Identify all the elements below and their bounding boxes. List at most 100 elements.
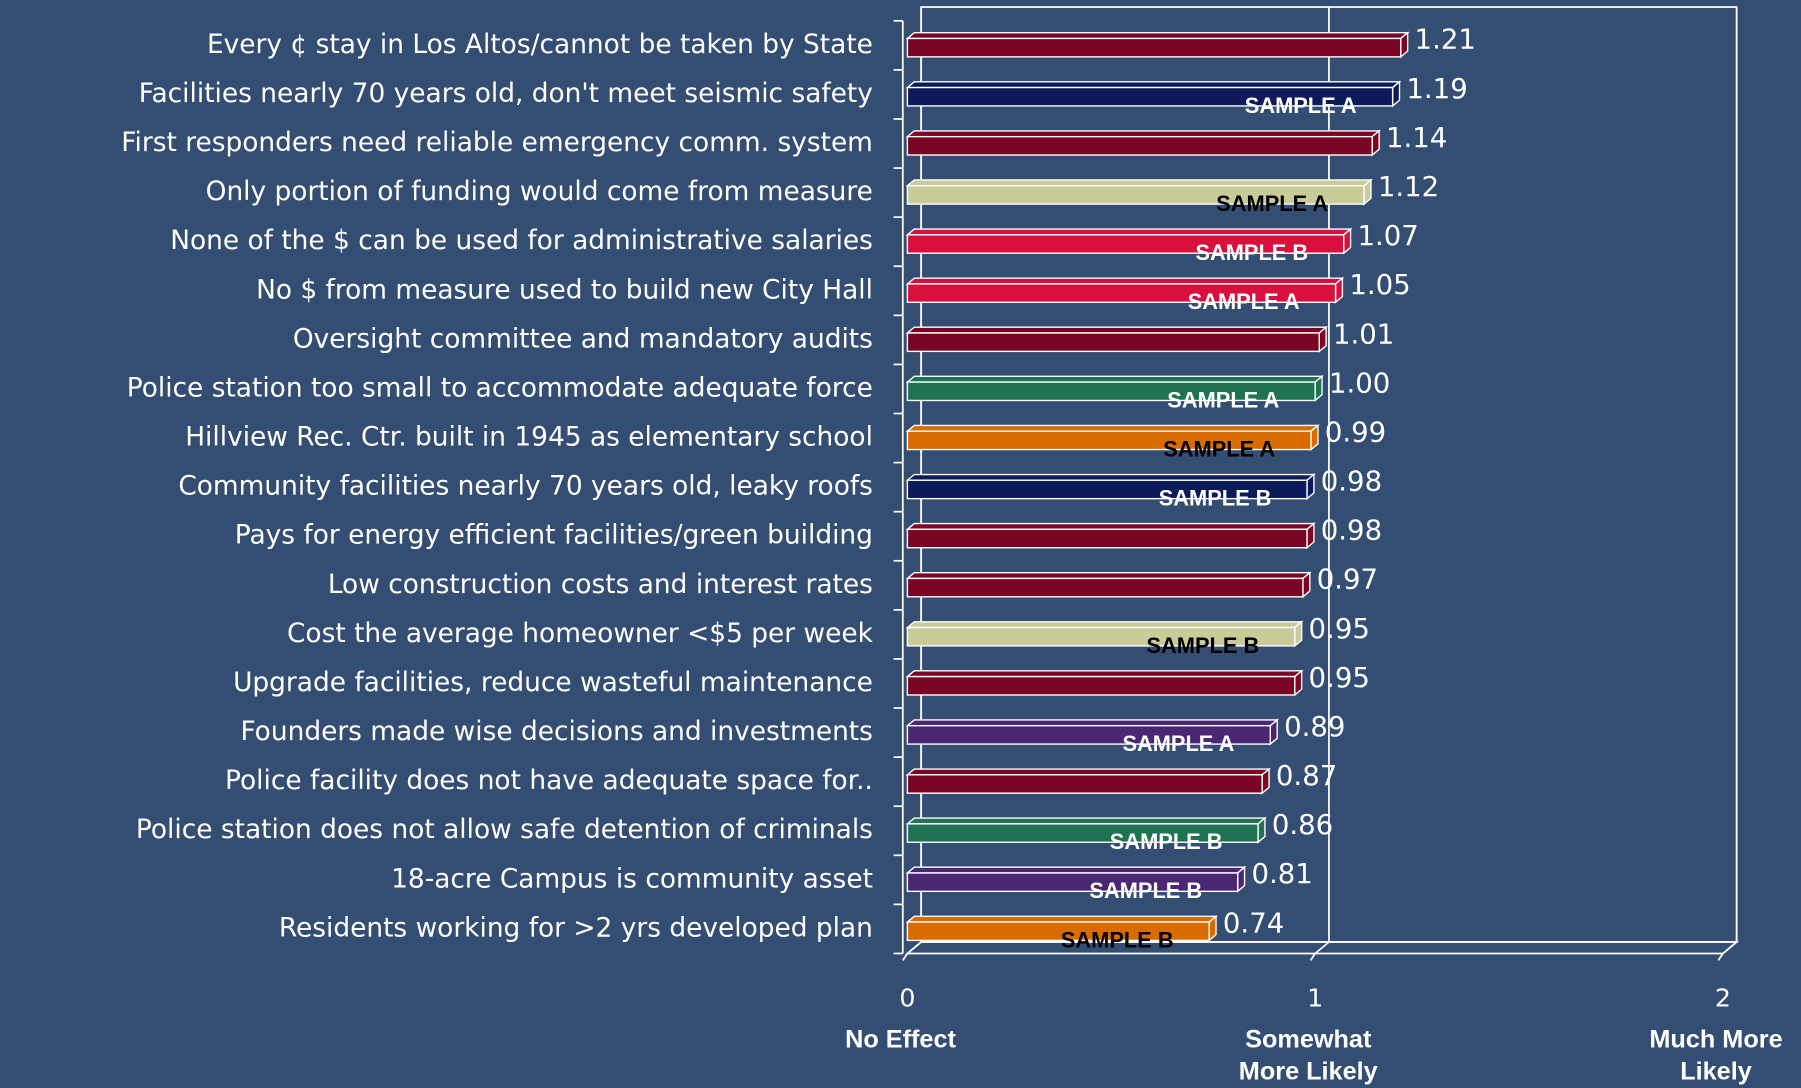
value-label: 1.07 bbox=[1357, 220, 1418, 252]
bar bbox=[905, 374, 1324, 402]
bar bbox=[905, 423, 1320, 452]
bar-annotation: SAMPLE A bbox=[1167, 387, 1279, 412]
bar-top bbox=[905, 228, 1353, 236]
value-label: 1.00 bbox=[1329, 367, 1390, 399]
value-label: 0.98 bbox=[1321, 515, 1382, 547]
bar-top bbox=[905, 32, 1410, 40]
value-label: 0.98 bbox=[1321, 466, 1382, 498]
bar-top bbox=[905, 817, 1267, 825]
x-tick-caption: Much More bbox=[1649, 1025, 1782, 1053]
y-tick-label: Police station does not allow safe deten… bbox=[136, 814, 873, 845]
value-label: 1.01 bbox=[1333, 318, 1394, 350]
bar-top bbox=[905, 81, 1402, 89]
bar-front bbox=[906, 332, 1320, 353]
bar-top bbox=[905, 670, 1304, 678]
bar bbox=[905, 620, 1304, 648]
bar-front bbox=[906, 185, 1365, 205]
y-tick-label: Community facilities nearly 70 years old… bbox=[178, 471, 873, 502]
bar-annotation: SAMPLE B bbox=[1089, 878, 1202, 903]
value-label: 0.95 bbox=[1309, 613, 1370, 645]
y-tick-label: No $ from measure used to build new City… bbox=[256, 274, 873, 305]
x-tick-label: 2 bbox=[1715, 983, 1731, 1012]
y-tick-label: Residents working for >2 yrs developed p… bbox=[279, 912, 873, 943]
y-tick-label: 18-acre Campus is community asset bbox=[391, 863, 873, 894]
bar-top bbox=[905, 326, 1329, 334]
value-label: 0.97 bbox=[1317, 564, 1378, 596]
bar-annotation: SAMPLE A bbox=[1122, 731, 1234, 756]
bar-front bbox=[906, 430, 1312, 451]
bar bbox=[905, 276, 1345, 304]
value-label: 0.74 bbox=[1223, 907, 1284, 939]
bar-top bbox=[905, 130, 1382, 138]
bar-front bbox=[906, 283, 1337, 303]
value-label: 1.14 bbox=[1386, 122, 1447, 154]
value-label: 0.99 bbox=[1325, 416, 1386, 448]
y-tick-label: First responders need reliable emergency… bbox=[121, 127, 873, 158]
bar-annotation: SAMPLE B bbox=[1147, 633, 1260, 658]
bar-top bbox=[905, 522, 1316, 531]
value-label: 1.19 bbox=[1406, 73, 1467, 105]
bar bbox=[905, 865, 1247, 893]
bar bbox=[905, 129, 1382, 157]
x-tick-label: 0 bbox=[899, 983, 915, 1012]
bar-top bbox=[905, 277, 1345, 285]
bar bbox=[905, 178, 1373, 206]
bar-top bbox=[905, 915, 1218, 923]
x-tick bbox=[1717, 952, 1724, 961]
value-label: 0.95 bbox=[1309, 662, 1370, 694]
x-tick-caption: More Likely bbox=[1239, 1058, 1378, 1086]
value-label: 0.81 bbox=[1251, 858, 1312, 890]
value-label: 1.05 bbox=[1349, 269, 1410, 301]
value-label: 0.86 bbox=[1272, 809, 1333, 841]
value-label: 0.87 bbox=[1276, 760, 1337, 792]
bar-front bbox=[906, 725, 1271, 745]
x-tick bbox=[1309, 952, 1316, 961]
bar-front bbox=[906, 921, 1210, 942]
y-tick-label: Low construction costs and interest rate… bbox=[328, 569, 873, 600]
bar-annotation: SAMPLE A bbox=[1163, 436, 1275, 461]
bar bbox=[905, 31, 1410, 59]
y-tick-label: Facilities nearly 70 years old, don't me… bbox=[139, 78, 873, 109]
bar-top bbox=[905, 768, 1271, 776]
bar bbox=[905, 816, 1267, 844]
bar-top bbox=[905, 866, 1247, 874]
y-tick-label: Every ¢ stay in Los Altos/cannot be take… bbox=[207, 29, 873, 60]
bar-front bbox=[906, 37, 1402, 58]
bar bbox=[905, 669, 1304, 697]
grid-line bbox=[1722, 7, 1738, 955]
bar-front bbox=[906, 872, 1239, 893]
bar-top bbox=[905, 424, 1320, 432]
bar bbox=[905, 571, 1312, 599]
grid-line bbox=[1314, 7, 1330, 955]
bar-front bbox=[906, 135, 1373, 156]
bar-annotation: SAMPLE A bbox=[1188, 289, 1300, 314]
y-tick-label: Cost the average homeowner <$5 per week bbox=[287, 618, 874, 649]
y-tick-label: Upgrade facilities, reduce wasteful main… bbox=[233, 667, 873, 698]
y-tick-label: Oversight committee and mandatory audits bbox=[293, 323, 873, 354]
y-tick-label: None of the $ can be used for administra… bbox=[170, 225, 873, 256]
y-tick-label: Pays for energy efficient facilities/gre… bbox=[235, 520, 873, 551]
value-label: 0.89 bbox=[1284, 711, 1345, 743]
bar-top bbox=[905, 621, 1304, 629]
bar-annotation: SAMPLE B bbox=[1061, 927, 1174, 952]
bar-top bbox=[905, 179, 1373, 187]
bar bbox=[905, 522, 1316, 550]
value-label: 1.12 bbox=[1378, 171, 1439, 203]
bar-front bbox=[906, 381, 1316, 402]
bar-front bbox=[906, 234, 1345, 254]
bar-annotation: SAMPLE B bbox=[1110, 829, 1223, 854]
bar-annotation: SAMPLE A bbox=[1245, 93, 1357, 118]
y-tick-label: Police facility does not have adequate s… bbox=[225, 765, 873, 796]
y-tick-label: Police station too small to accommodate … bbox=[127, 372, 873, 403]
value-label: 1.21 bbox=[1415, 24, 1476, 56]
bar-top bbox=[905, 719, 1280, 727]
bar bbox=[905, 325, 1329, 353]
bar-front bbox=[906, 675, 1296, 696]
bar-front bbox=[906, 626, 1296, 647]
bar bbox=[905, 227, 1353, 255]
bar-top bbox=[905, 375, 1324, 383]
bar bbox=[905, 914, 1218, 942]
x-tick bbox=[902, 952, 909, 961]
